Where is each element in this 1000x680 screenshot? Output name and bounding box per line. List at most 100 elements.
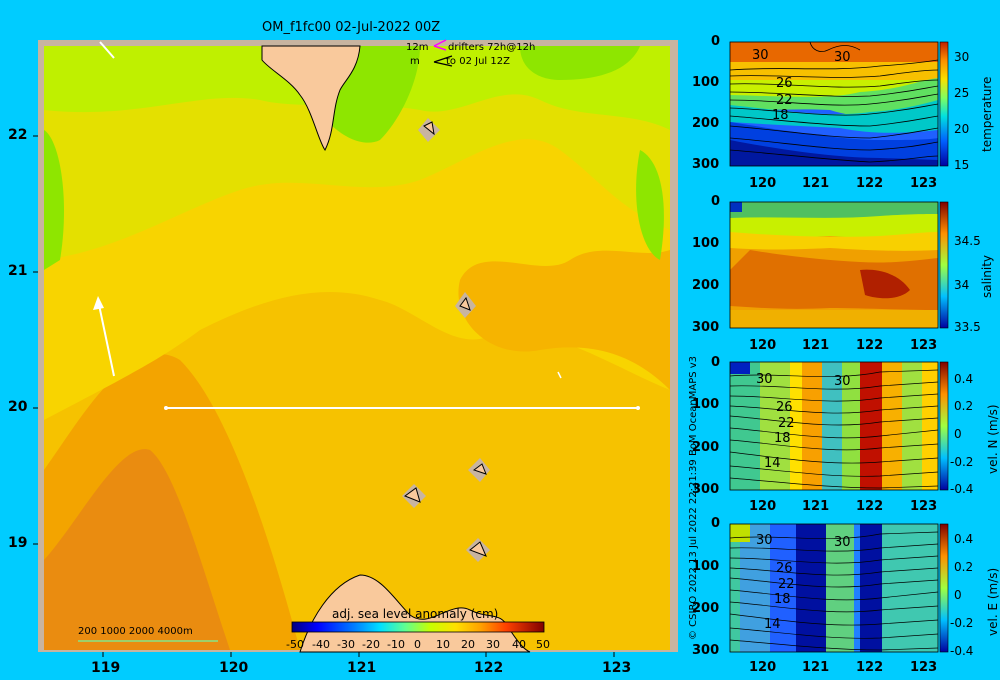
- contour-label: 30: [834, 50, 851, 65]
- cbar-tick: -0.2: [950, 455, 974, 469]
- cbar-tick: 20: [954, 122, 970, 136]
- contour-label: 22: [778, 577, 795, 592]
- contour-label: 30: [834, 535, 851, 550]
- temperature-panel: [729, 41, 949, 167]
- cbar-tick: 15: [954, 158, 970, 172]
- colorbar: [291, 621, 545, 633]
- depth-tick: 0: [711, 516, 721, 531]
- cbar-tick: 0: [954, 427, 962, 441]
- x-tick: 123: [910, 176, 938, 191]
- depth-tick: 100: [692, 559, 720, 574]
- cbar-tick: 0.2: [954, 399, 974, 413]
- drifter-legend-depth: 12m: [406, 42, 429, 53]
- cbar-tick: -0.4: [950, 644, 974, 658]
- velocity-north-panel: [729, 361, 949, 491]
- x-tick: 120: [749, 660, 777, 675]
- cbar-tick: 0.4: [954, 372, 974, 386]
- cbar-tick: -0.4: [950, 482, 974, 496]
- x-tick: 122: [856, 499, 884, 514]
- cbar-tick: 34.5: [954, 234, 981, 248]
- depth-tick: 200: [692, 278, 720, 293]
- colorbar-tick: 0: [414, 638, 421, 651]
- colorbar-tick: 50: [536, 638, 550, 651]
- map-x-tick: 122: [474, 660, 504, 676]
- contour-label: 30: [834, 374, 851, 389]
- map-title: OM_f1fc00 02-Jul-2022 00Z: [262, 20, 441, 35]
- contour-label: 26: [776, 561, 793, 576]
- cbar-tick: 33.5: [954, 320, 981, 334]
- contour-label: 14: [764, 617, 781, 632]
- x-tick: 123: [910, 660, 938, 675]
- x-tick: 122: [856, 338, 884, 353]
- cbar-tick: 25: [954, 86, 970, 100]
- velocity-east-panel: [729, 523, 949, 653]
- colorbar-tick: 10: [436, 638, 450, 651]
- depth-tick: 100: [692, 75, 720, 90]
- x-tick: 120: [749, 338, 777, 353]
- contour-label: 18: [774, 431, 791, 446]
- contour-label: 14: [764, 456, 781, 471]
- salinity-panel: [729, 201, 949, 329]
- colorbar-tick: -20: [362, 638, 380, 651]
- colorbar-tick: 20: [461, 638, 475, 651]
- map-x-tick: 119: [91, 660, 121, 676]
- x-tick: 123: [910, 338, 938, 353]
- colorbar-title: adj. sea level anomaly (cm): [332, 607, 499, 621]
- depth-tick: 200: [692, 440, 720, 455]
- depth-tick: 0: [711, 194, 721, 209]
- contour-label: 26: [776, 400, 793, 415]
- colorbar-tick: -10: [387, 638, 405, 651]
- x-tick: 120: [749, 176, 777, 191]
- x-tick: 121: [802, 660, 830, 675]
- panel-label-vel-e: vel. E (m/s): [986, 567, 1000, 636]
- cbar-tick: 0: [954, 588, 962, 602]
- cbar-tick: 0.2: [954, 560, 974, 574]
- panel-label-salinity: salinity: [980, 254, 994, 298]
- cbar-tick: 0.4: [954, 532, 974, 546]
- x-tick: 122: [856, 660, 884, 675]
- colorbar-tick: -50: [286, 638, 304, 651]
- contour-label: 18: [774, 592, 791, 607]
- x-tick: 120: [749, 499, 777, 514]
- map-y-tick: 19: [8, 535, 28, 551]
- depth-tick: 100: [692, 397, 720, 412]
- colorbar-tick: -40: [312, 638, 330, 651]
- cbar-tick: 30: [954, 50, 970, 64]
- contour-label: 22: [776, 93, 793, 108]
- depth-tick: 200: [692, 116, 720, 131]
- map-y-tick: 20: [8, 399, 28, 415]
- map-y-tick: 21: [8, 263, 28, 279]
- depth-tick: 300: [692, 157, 720, 172]
- panel-label-vel-n: vel. N (m/s): [986, 404, 1000, 474]
- contour-label: 22: [778, 416, 795, 431]
- colorbar-tick: -30: [337, 638, 355, 651]
- depth-tick: 300: [692, 643, 720, 658]
- x-tick: 121: [802, 338, 830, 353]
- colorbar-tick: 40: [512, 638, 526, 651]
- contour-label: 30: [752, 48, 769, 63]
- colorbar-ticks: -50 -40 -30 -20 -10 0 10 20 30 40 50: [286, 638, 556, 652]
- map-x-tick: 121: [347, 660, 377, 676]
- depth-tick: 0: [711, 34, 721, 49]
- x-tick: 122: [856, 176, 884, 191]
- depth-tick: 0: [711, 355, 721, 370]
- map-y-tick: 22: [8, 127, 28, 143]
- cbar-tick: 34: [954, 278, 970, 292]
- contour-label: 26: [776, 76, 793, 91]
- x-tick: 121: [802, 499, 830, 514]
- x-tick: 121: [802, 176, 830, 191]
- colorbar-tick: 30: [486, 638, 500, 651]
- contour-label: 30: [756, 372, 773, 387]
- depth-tick: 200: [692, 601, 720, 616]
- x-tick: 123: [910, 499, 938, 514]
- map-x-tick: 123: [602, 660, 632, 676]
- panel-label-temperature: temperature: [980, 76, 994, 152]
- contour-label: 18: [772, 108, 789, 123]
- cbar-tick: -0.2: [950, 616, 974, 630]
- drifter-legend-title: drifters 72h@12h: [448, 42, 536, 53]
- depth-tick: 300: [692, 482, 720, 497]
- depth-tick: 300: [692, 320, 720, 335]
- depth-scale-label: 200 1000 2000 4000m: [78, 626, 193, 637]
- depth-tick: 100: [692, 236, 720, 251]
